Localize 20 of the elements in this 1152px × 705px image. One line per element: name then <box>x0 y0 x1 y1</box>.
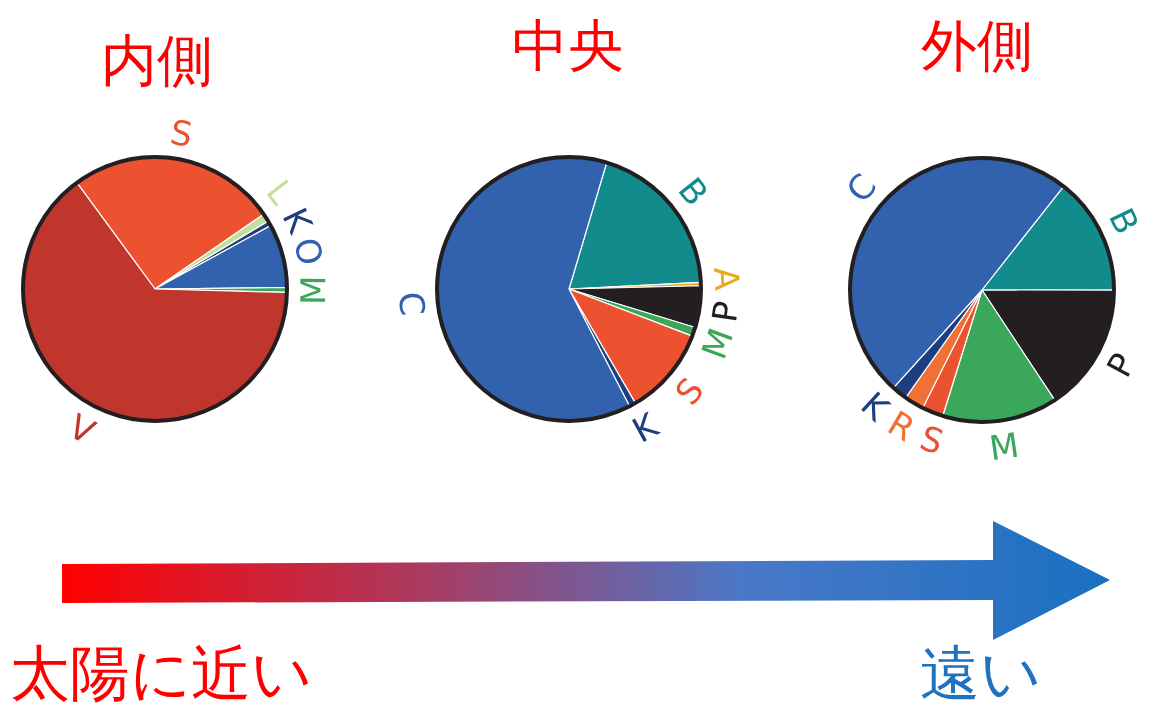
label: K <box>625 404 665 451</box>
title: 中央 <box>512 12 624 78</box>
label: B <box>1101 201 1148 241</box>
label: C <box>838 166 885 211</box>
label: M <box>292 275 334 305</box>
label: V <box>62 405 102 453</box>
label: S <box>667 370 712 413</box>
label: M <box>693 322 742 365</box>
label: P <box>704 298 747 325</box>
label: A <box>705 265 748 292</box>
label: P <box>1098 346 1144 384</box>
label: M <box>986 424 1022 469</box>
annotation: 遠い <box>920 638 1041 705</box>
label: S <box>167 111 196 155</box>
label: B <box>670 169 717 213</box>
title: 外側 <box>921 12 1033 78</box>
annotation: 太陽に近い <box>10 638 312 705</box>
label: S <box>915 417 949 463</box>
title: 内側 <box>101 27 213 93</box>
label: C <box>390 290 433 318</box>
